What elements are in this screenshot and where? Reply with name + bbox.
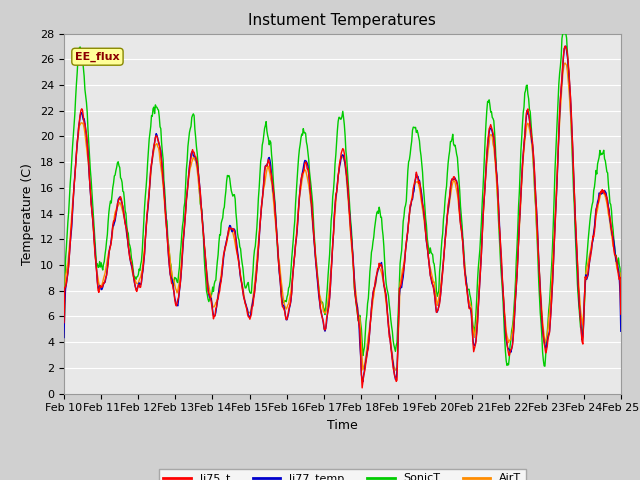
Legend: li75_t, li77_temp, SonicT, AirT: li75_t, li77_temp, SonicT, AirT bbox=[159, 469, 526, 480]
Title: Instument Temperatures: Instument Temperatures bbox=[248, 13, 436, 28]
Text: EE_flux: EE_flux bbox=[75, 51, 120, 62]
Y-axis label: Temperature (C): Temperature (C) bbox=[22, 163, 35, 264]
X-axis label: Time: Time bbox=[327, 419, 358, 432]
